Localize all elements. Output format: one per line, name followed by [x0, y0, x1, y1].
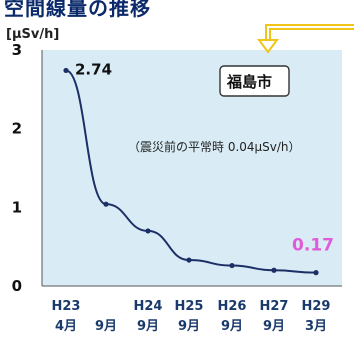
- x-tick-label-year: H27: [260, 299, 289, 314]
- x-tick-label-year: H25: [175, 299, 204, 314]
- location-label: 福島市: [226, 73, 272, 91]
- x-tick-label-year: H24: [134, 299, 163, 314]
- data-label-first: 2.74: [75, 60, 112, 78]
- data-label-last: 0.17: [292, 236, 334, 256]
- baseline-annotation: （震災前の平常時 0.04μSv/h）: [128, 139, 301, 154]
- x-tick-label-month: 9月: [221, 319, 243, 334]
- x-tick-label-year: H29: [302, 299, 331, 314]
- series-point: [229, 262, 235, 269]
- y-axis-label: [μSv/h]: [6, 27, 59, 42]
- x-tick-label-year: H26: [218, 299, 247, 314]
- x-tick-label-month: 4月: [55, 319, 77, 334]
- callout-arrow: [257, 24, 354, 54]
- y-tick-label: 1: [12, 198, 22, 216]
- series-point: [186, 257, 192, 263]
- location-box: [219, 65, 290, 97]
- y-ticks: 0 1 2 3: [12, 41, 22, 295]
- series-point: [63, 67, 69, 74]
- y-tick-label: 2: [12, 120, 22, 138]
- page-title: 空間線量の推移: [4, 0, 151, 18]
- series-markers: [63, 67, 319, 276]
- x-tick-label-year: H23: [52, 299, 81, 314]
- x-tick-label-month: 9月: [137, 319, 159, 334]
- series-point: [145, 228, 151, 234]
- x-tick-label-month: 3月: [305, 319, 327, 334]
- series-point: [313, 270, 319, 276]
- y-tick-label: 3: [12, 41, 22, 59]
- y-tick-label: 0: [12, 277, 22, 295]
- x-tick-label-month: 9月: [263, 319, 285, 334]
- x-ticks: H23 4月 9月 H24 9月 H25 9月 H26 9月 H27 9月 H29 3月: [52, 299, 331, 334]
- series-point: [103, 201, 109, 207]
- plot-area: [42, 50, 342, 286]
- title-strip: 空間線量の推移: [0, 0, 354, 18]
- x-tick-label-month: 9月: [178, 319, 200, 334]
- series-point: [271, 267, 277, 273]
- x-tick-label-month: 9月: [95, 319, 117, 334]
